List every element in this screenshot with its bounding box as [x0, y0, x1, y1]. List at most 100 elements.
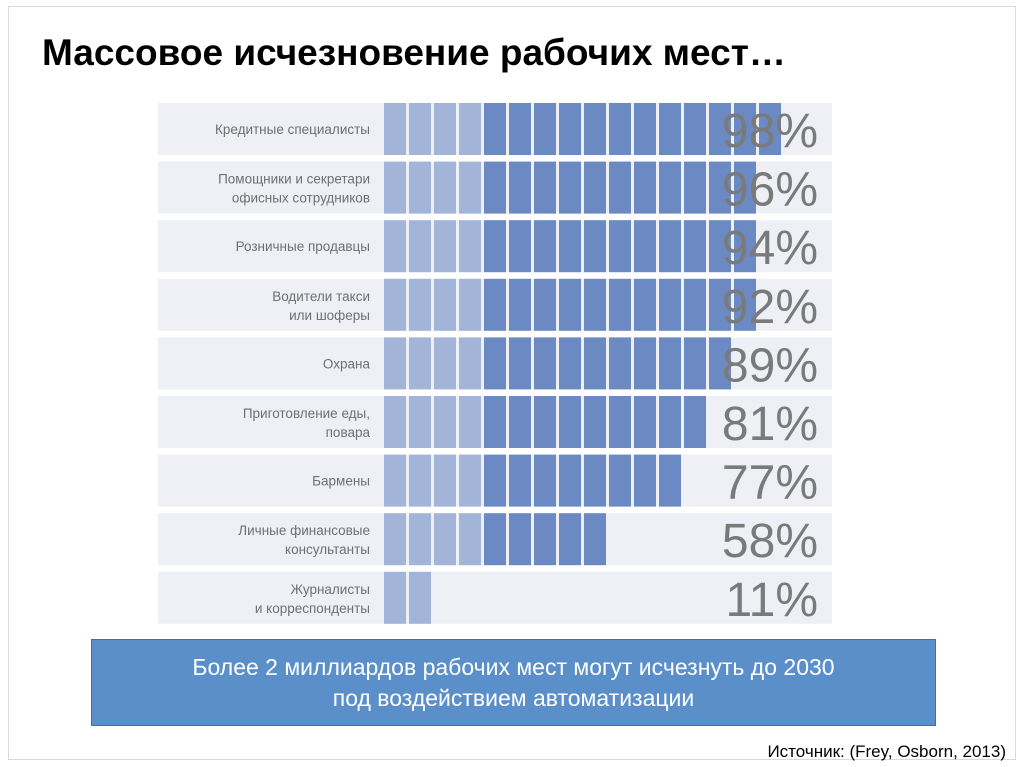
bar-segment [509, 278, 531, 331]
bar-segment [684, 220, 706, 273]
bar-segment [634, 220, 656, 273]
bar-segment [734, 220, 756, 273]
bar-segment [559, 278, 581, 331]
bar-segment [534, 103, 556, 155]
bar-segment [484, 161, 506, 214]
bar-segment [584, 161, 606, 214]
value-label: 94% [722, 222, 818, 275]
bar-segment [659, 337, 681, 390]
bar-segment [534, 220, 556, 273]
bar-segment [609, 454, 631, 507]
bar-segment [584, 454, 606, 507]
bar-segment [534, 513, 556, 566]
bar-segment [459, 337, 481, 390]
category-label: и корреспонденты [255, 601, 370, 616]
bar-segment [509, 513, 531, 566]
bar-segment [684, 103, 706, 155]
bar-segment [559, 161, 581, 214]
bar-segment [684, 278, 706, 331]
bar-segment [509, 454, 531, 507]
category-label: офисных сотрудников [232, 191, 370, 206]
bar-segment [634, 161, 656, 214]
bar-segment [384, 454, 406, 507]
banner-line-1: Более 2 миллиардов рабочих мест могут ис… [192, 653, 835, 680]
bar-segment [509, 103, 531, 155]
category-label: Бармены [312, 474, 370, 489]
bar-segment [659, 220, 681, 273]
category-label: Водители такси [272, 289, 370, 304]
bar-segment [434, 103, 456, 155]
bar-segment [634, 103, 656, 155]
category-label: Розничные продавцы [236, 239, 370, 254]
bar-segment [559, 337, 581, 390]
bar-segment [684, 396, 706, 448]
bar-segment [734, 103, 756, 155]
bar-segment [559, 103, 581, 155]
bar-segment [409, 337, 431, 390]
value-label: 96% [722, 164, 818, 217]
bar-segment [534, 278, 556, 331]
category-label: Личные финансовые [238, 523, 370, 538]
bar-segment [459, 161, 481, 214]
bar-segment [684, 161, 706, 214]
bar-segment [584, 278, 606, 331]
value-label: 81% [722, 398, 818, 451]
bar-segment [584, 220, 606, 273]
bar-segment [384, 337, 406, 390]
bar-segment [484, 454, 506, 507]
bar-chart: Кредитные специалисты 98% Помощники и секр… [158, 103, 832, 627]
bar-segment [434, 220, 456, 273]
bar-segment [409, 103, 431, 155]
bar-segment [709, 103, 731, 155]
bar-segment [559, 220, 581, 273]
category-label: Приготовление еды, [243, 406, 370, 421]
category-label: Охрана [323, 356, 371, 371]
source-note: Источник: (Frey, Osborn, 2013) [767, 742, 1006, 761]
bar-segment [484, 513, 506, 566]
bar-segment [409, 571, 431, 624]
bar-segment [459, 454, 481, 507]
bar-segment [384, 396, 406, 448]
bar-segment [659, 396, 681, 448]
bar-segment [409, 220, 431, 273]
bar-segment [759, 103, 781, 155]
bar-segment [734, 161, 756, 214]
bar-segment [484, 396, 506, 448]
bar-segment [484, 278, 506, 331]
category-label: Помощники и секретари [218, 172, 370, 187]
bar-segment [584, 396, 606, 448]
bar-segment [459, 220, 481, 273]
bar-segment [409, 161, 431, 214]
bar-segment [434, 396, 456, 448]
bar-segment [609, 337, 631, 390]
bar-segment [659, 278, 681, 331]
bar-segment [559, 396, 581, 448]
bar-segment [534, 396, 556, 448]
value-label: 58% [722, 515, 818, 568]
category-label: повара [326, 425, 371, 440]
bar-segment [684, 337, 706, 390]
bar-segment [459, 103, 481, 155]
bar-segment [434, 161, 456, 214]
bar-segment [634, 337, 656, 390]
row-background [158, 571, 832, 624]
bar-segment [634, 396, 656, 448]
bar-segment [509, 161, 531, 214]
bar-segment [709, 161, 731, 214]
value-label: 89% [722, 339, 818, 392]
bar-segment [459, 278, 481, 331]
bar-segment [409, 396, 431, 448]
bar-segment [534, 454, 556, 507]
bar-segment [659, 103, 681, 155]
bar-segment [434, 337, 456, 390]
value-label: 92% [722, 281, 818, 334]
bar-segment [584, 337, 606, 390]
bar-segment [484, 103, 506, 155]
bar-segment [459, 396, 481, 448]
bar-segment [434, 454, 456, 507]
bar-segment [584, 103, 606, 155]
bar-segment [384, 161, 406, 214]
slide-frame [8, 6, 1016, 760]
bar-segment [384, 571, 406, 624]
bar-segment [409, 454, 431, 507]
